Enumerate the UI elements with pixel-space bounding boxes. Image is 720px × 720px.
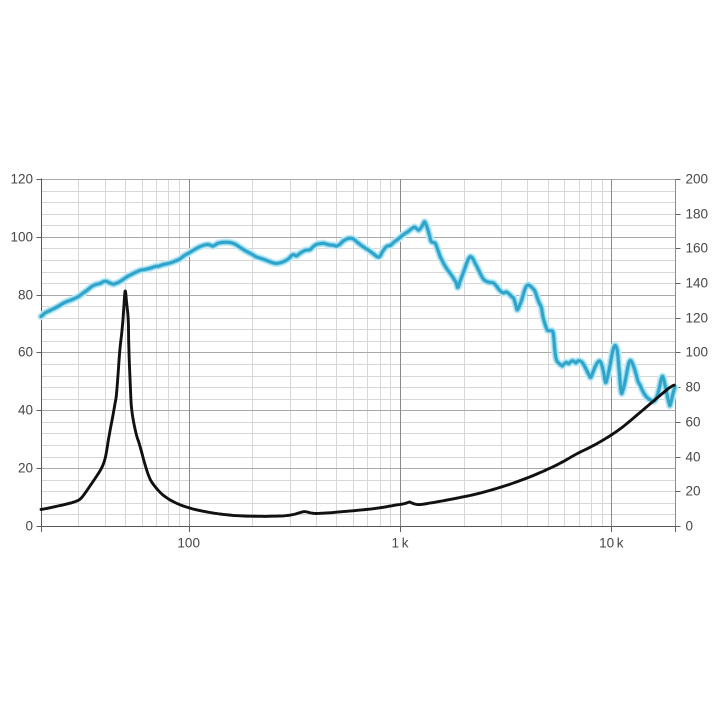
- svg-text:120: 120: [686, 311, 709, 326]
- svg-text:40: 40: [18, 403, 33, 418]
- svg-text:60: 60: [18, 345, 33, 360]
- svg-text:1 k: 1 k: [392, 536, 409, 551]
- svg-text:60: 60: [686, 415, 701, 430]
- svg-text:100: 100: [10, 230, 33, 245]
- svg-text:140: 140: [686, 276, 709, 291]
- svg-text:20: 20: [18, 461, 33, 476]
- svg-text:10 k: 10 k: [599, 536, 624, 551]
- svg-text:0: 0: [25, 519, 33, 534]
- svg-text:160: 160: [686, 241, 709, 256]
- svg-text:0: 0: [686, 519, 694, 534]
- svg-text:200: 200: [686, 172, 709, 187]
- svg-text:40: 40: [686, 450, 701, 465]
- svg-text:100: 100: [686, 345, 709, 360]
- svg-text:80: 80: [18, 288, 33, 303]
- svg-text:20: 20: [686, 484, 701, 499]
- svg-text:100: 100: [177, 536, 200, 551]
- svg-text:120: 120: [10, 172, 33, 187]
- svg-text:80: 80: [686, 380, 701, 395]
- svg-text:180: 180: [686, 207, 709, 222]
